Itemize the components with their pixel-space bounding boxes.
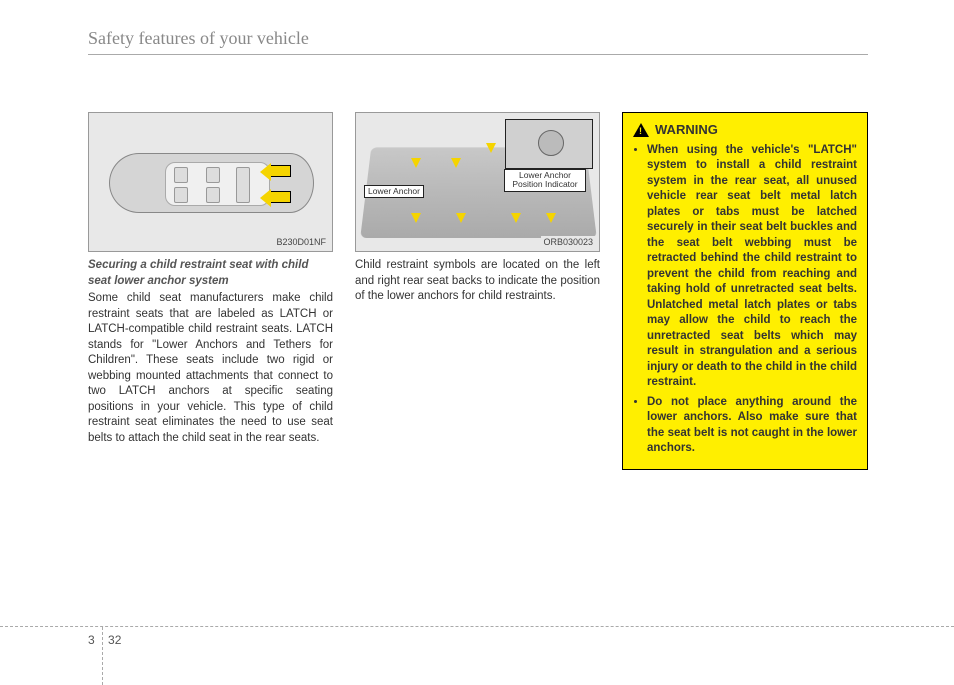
warning-triangle-icon: [633, 123, 649, 137]
anchor-arrow-icon: [269, 191, 291, 203]
callout-label: Lower Anchor: [364, 185, 424, 198]
page-number-value: 32: [108, 633, 121, 647]
figure-rear-seat: Lower Anchor Lower Anchor Position Indic…: [355, 112, 600, 252]
column-2: Lower Anchor Lower Anchor Position Indic…: [355, 112, 600, 470]
body-paragraph: Child restraint symbols are located on t…: [355, 258, 600, 305]
body-paragraph: Some child seat manufacturers make child…: [88, 291, 333, 446]
figure-car-top-view: B230D01NF: [88, 112, 333, 252]
arrow-down-icon: [451, 158, 461, 168]
seat-shape: [206, 187, 220, 203]
footer-rule: [0, 626, 954, 627]
section-subhead: Securing a child restraint seat with chi…: [88, 258, 333, 289]
arrow-down-icon: [546, 213, 556, 223]
car-cabin: [165, 162, 270, 206]
seat-shape: [174, 187, 188, 203]
warning-item: When using the vehicle's "LATCH" system …: [647, 143, 857, 391]
seat-shape: [236, 167, 250, 203]
page-header: Safety features of your vehicle: [88, 28, 309, 49]
anchor-indicator-icon: [538, 130, 564, 156]
car-outline: [109, 153, 314, 213]
warning-item: Do not place anything around the lower a…: [647, 395, 857, 457]
anchor-arrow-icon: [269, 165, 291, 177]
arrow-down-icon: [511, 213, 521, 223]
column-3: WARNING When using the vehicle's "LATCH"…: [622, 112, 868, 470]
page-number: 3 32: [88, 633, 121, 647]
arrow-down-icon: [411, 158, 421, 168]
arrow-down-icon: [456, 213, 466, 223]
figure-inset: [505, 119, 593, 169]
callout-label: Lower Anchor Position Indicator: [504, 169, 586, 192]
section-number: 3: [88, 633, 95, 647]
header-rule: [88, 54, 868, 55]
content-area: B230D01NF Securing a child restraint sea…: [88, 112, 868, 470]
warning-title: WARNING: [655, 121, 718, 139]
arrow-down-icon: [411, 213, 421, 223]
warning-heading: WARNING: [633, 121, 857, 139]
warning-list: When using the vehicle's "LATCH" system …: [633, 143, 857, 457]
seat-shape: [206, 167, 220, 183]
warning-box: WARNING When using the vehicle's "LATCH"…: [622, 112, 868, 470]
figure-code: B230D01NF: [274, 236, 328, 248]
column-1: B230D01NF Securing a child restraint sea…: [88, 112, 333, 470]
figure-code: ORB030023: [541, 236, 595, 248]
arrow-down-icon: [486, 143, 496, 153]
seat-shape: [174, 167, 188, 183]
